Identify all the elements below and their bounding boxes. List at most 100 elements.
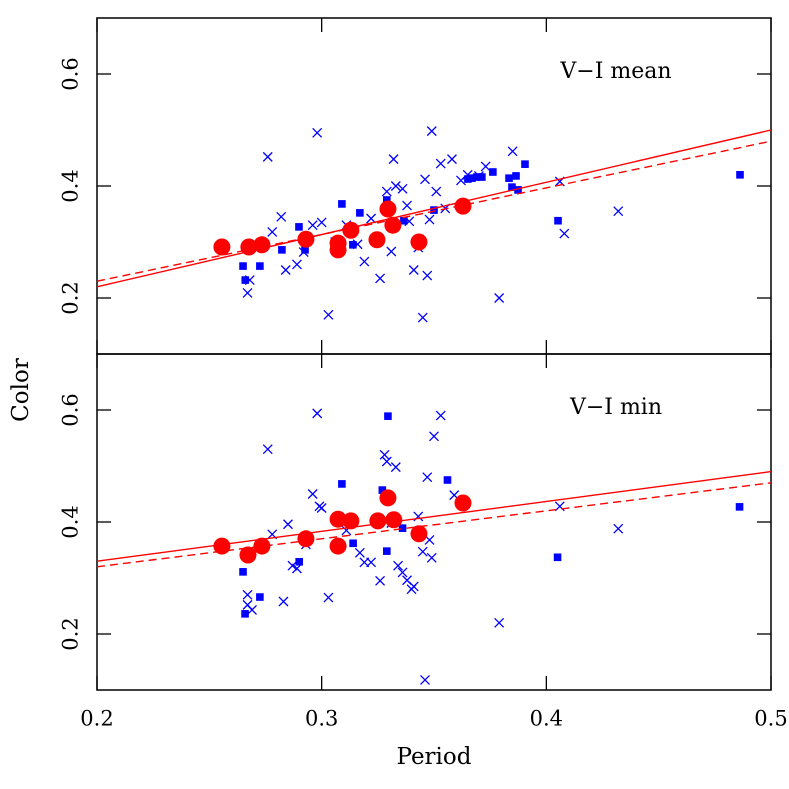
x-tick-label: 0.3	[305, 707, 338, 731]
cross-point	[381, 456, 392, 467]
circle-point	[369, 512, 387, 530]
cross-point	[417, 546, 428, 557]
cross-point	[424, 214, 435, 225]
cross-point	[291, 259, 302, 270]
square-point	[514, 186, 522, 194]
cross-point	[379, 449, 390, 460]
cross-point	[408, 265, 419, 275]
cross-point	[354, 547, 365, 558]
square-point	[349, 539, 357, 548]
annotation: V−I mean	[559, 59, 671, 84]
x-tick-label: 0.4	[530, 707, 563, 731]
square-point	[295, 223, 303, 231]
square-point	[473, 173, 481, 181]
square-point	[736, 171, 744, 179]
square-point	[383, 547, 391, 555]
y-axis-label: Color	[8, 358, 34, 422]
cross-point	[402, 200, 412, 211]
square-point	[468, 174, 476, 182]
square-point	[430, 206, 438, 214]
square-point	[400, 216, 408, 225]
square-point	[239, 568, 247, 576]
square-point	[508, 183, 516, 191]
cross-point	[397, 183, 408, 194]
cross-point	[435, 158, 446, 169]
cross-point	[242, 589, 253, 600]
cross-point	[312, 127, 323, 138]
cross-point	[559, 228, 570, 239]
cross-point	[390, 462, 401, 473]
square-point	[256, 593, 264, 601]
circle-point	[410, 525, 428, 543]
cross-point	[435, 410, 446, 421]
circle-point	[454, 197, 472, 215]
cross-point	[420, 174, 430, 185]
square-point	[356, 209, 364, 217]
circle-point	[342, 512, 360, 530]
circle-point	[329, 510, 347, 528]
y-tick-label: 0.6	[59, 393, 83, 426]
fit-line	[96, 140, 772, 282]
square-point	[338, 480, 346, 488]
circle-point	[253, 537, 271, 555]
cross-point	[381, 186, 392, 197]
x-tick-label: 0.5	[754, 707, 787, 731]
fit-line	[96, 470, 772, 562]
cross-point	[507, 146, 518, 157]
cross-point	[447, 154, 457, 165]
cross-point	[375, 575, 386, 586]
cross-point	[494, 617, 505, 628]
square-point	[735, 503, 744, 511]
fit-line	[96, 129, 772, 288]
circle-point	[410, 233, 428, 251]
cross-point	[420, 674, 430, 685]
y-tick-label: 0.6	[59, 57, 83, 90]
square-point	[256, 262, 264, 270]
square-point	[383, 196, 391, 204]
cross-point	[267, 226, 278, 237]
cross-point	[316, 503, 327, 513]
cross-point	[312, 408, 323, 419]
x-axis-label: Period	[397, 744, 472, 770]
square-point	[512, 172, 520, 180]
square-point	[239, 262, 247, 270]
fit-line	[96, 482, 772, 568]
circle-point	[239, 546, 257, 564]
square-point	[378, 486, 387, 494]
square-point	[521, 160, 529, 168]
square-point	[478, 173, 486, 181]
cross-point	[417, 312, 428, 323]
square-point	[301, 246, 309, 254]
cross-point	[323, 592, 334, 603]
circle-point	[329, 537, 347, 555]
cross-point	[431, 186, 442, 197]
square-point	[443, 476, 452, 484]
cross-point	[262, 444, 273, 455]
cross-point	[386, 246, 397, 257]
cross-point	[422, 472, 433, 483]
annotation: V−I min	[569, 395, 662, 420]
cross-point	[323, 309, 334, 320]
cross-point	[375, 273, 386, 284]
cross-point	[456, 175, 466, 186]
cross-point	[554, 501, 565, 512]
cross-point	[426, 552, 437, 563]
circle-point	[379, 200, 397, 218]
circle-point	[385, 511, 403, 529]
square-point	[505, 174, 513, 182]
cross-point	[390, 181, 401, 191]
circle-point	[379, 489, 397, 507]
y-tick-label: 0.2	[59, 281, 83, 314]
y-tick-label: 0.4	[59, 169, 83, 202]
square-point	[553, 553, 562, 562]
cross-point	[613, 206, 624, 217]
square-point	[241, 610, 249, 618]
cross-point	[242, 288, 253, 298]
square-point	[384, 412, 392, 420]
square-point	[241, 276, 250, 284]
cross-point	[283, 519, 293, 530]
cross-point	[280, 265, 291, 275]
square-point	[295, 557, 303, 566]
plot-frame	[96, 353, 772, 691]
